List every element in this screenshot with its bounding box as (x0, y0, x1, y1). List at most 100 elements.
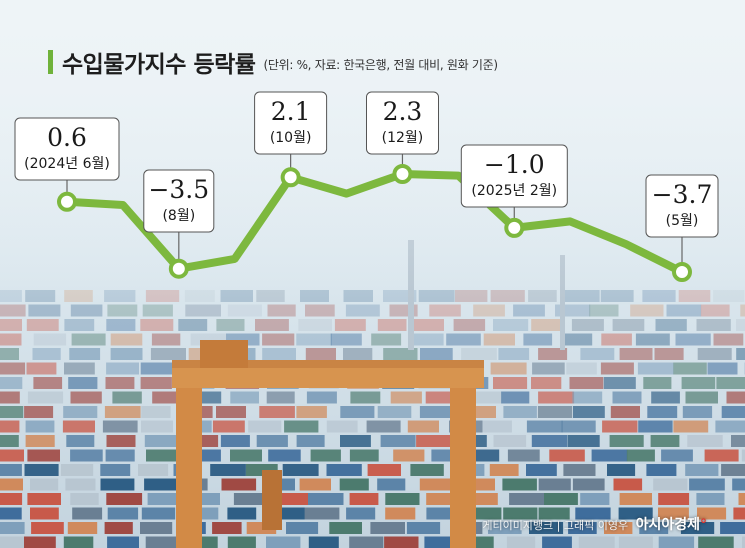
shipping-container (498, 348, 530, 360)
shipping-container (262, 333, 295, 346)
shipping-container (349, 536, 384, 548)
shipping-container (140, 377, 172, 389)
shipping-container (655, 319, 687, 331)
shipping-container (146, 449, 180, 462)
shipping-container (589, 304, 619, 317)
shipping-container (618, 536, 653, 548)
shipping-container (465, 536, 494, 548)
shipping-container (70, 493, 99, 505)
shipping-container (0, 420, 20, 433)
shipping-container (106, 435, 136, 447)
data-point (672, 262, 692, 282)
shipping-container (330, 333, 362, 346)
shipping-container (531, 319, 561, 331)
shipping-container (70, 391, 102, 404)
shipping-container (227, 536, 256, 548)
shipping-container (647, 406, 678, 418)
shipping-container (298, 319, 332, 331)
shipping-container (578, 536, 615, 548)
shipping-container (643, 377, 672, 389)
shipping-container (0, 377, 23, 389)
shipping-container (733, 507, 745, 520)
shipping-container (266, 536, 301, 548)
shipping-container (230, 391, 259, 404)
shipping-container (506, 536, 536, 548)
shipping-container (100, 478, 135, 491)
shipping-container (329, 522, 362, 534)
shipping-container (741, 449, 745, 462)
shipping-container (70, 304, 103, 317)
shipping-container (526, 464, 557, 476)
shipping-container (687, 435, 723, 447)
shipping-container (566, 362, 597, 375)
shipping-container (104, 406, 141, 418)
shipping-container (407, 420, 439, 433)
shipping-container (343, 348, 373, 360)
shipping-container (489, 464, 519, 476)
shipping-container (377, 478, 406, 491)
shipping-container (26, 319, 59, 331)
shipping-container (377, 319, 407, 331)
shipping-container (696, 319, 731, 331)
data-point (280, 167, 301, 188)
shipping-container (33, 333, 67, 346)
shipping-container (646, 464, 677, 476)
data-label-date: (8월) (162, 208, 195, 224)
shipping-container (0, 478, 23, 491)
logo-dot-icon: ° (700, 517, 707, 533)
shipping-container (538, 507, 570, 520)
shipping-container (526, 420, 563, 433)
shipping-container (661, 449, 693, 462)
shipping-container (334, 319, 366, 331)
shipping-container (106, 319, 136, 331)
shipping-container (673, 362, 707, 375)
shipping-container (742, 536, 745, 548)
shipping-container (638, 420, 673, 433)
shipping-container (268, 449, 301, 462)
callout-frame (460, 144, 568, 208)
shipping-container (406, 522, 441, 534)
shipping-container (349, 449, 379, 462)
shipping-container (562, 333, 593, 346)
callout-frame (645, 174, 719, 238)
chart-subtitle: (단위: %, 자료: 한국은행, 전월 대비, 원화 기준) (263, 58, 498, 72)
shipping-container (654, 348, 684, 360)
chart-header: 수입물가지수 등락률 (단위: %, 자료: 한국은행, 전월 대비, 원화 기… (48, 44, 498, 80)
shipping-container (105, 377, 135, 389)
shipping-container (63, 536, 94, 548)
shipping-container (384, 536, 419, 548)
data-label-date: (10월) (270, 130, 312, 146)
shipping-container (68, 377, 98, 389)
shipping-container (721, 464, 745, 476)
shipping-container (0, 449, 24, 462)
shipping-container (531, 377, 562, 389)
data-point (504, 217, 525, 238)
shipping-container (266, 391, 295, 404)
shipping-container (104, 522, 133, 534)
shipping-container (713, 333, 744, 346)
shipping-container (326, 420, 358, 433)
data-label-value: −3.5 (148, 175, 209, 204)
shipping-container (420, 348, 453, 360)
shipping-container (305, 348, 336, 360)
shipping-container (150, 348, 186, 360)
shipping-container (340, 435, 371, 447)
shipping-container (490, 362, 527, 375)
shipping-container (542, 536, 572, 548)
shipping-container (345, 304, 380, 317)
shipping-container (66, 435, 95, 447)
shipping-container (731, 435, 745, 447)
shipping-container (220, 435, 250, 447)
shipping-container (419, 406, 453, 418)
shipping-container (697, 507, 727, 520)
shipping-container (26, 362, 57, 375)
shipping-container (544, 493, 578, 505)
shipping-container (259, 406, 295, 418)
shipping-container (67, 522, 98, 534)
chart-title: 수입물가지수 등락률 (62, 52, 256, 78)
shipping-container (30, 507, 59, 520)
shipping-container (0, 493, 23, 505)
shipping-container (216, 406, 246, 418)
shipping-container (366, 420, 401, 433)
shipping-container (740, 304, 745, 317)
